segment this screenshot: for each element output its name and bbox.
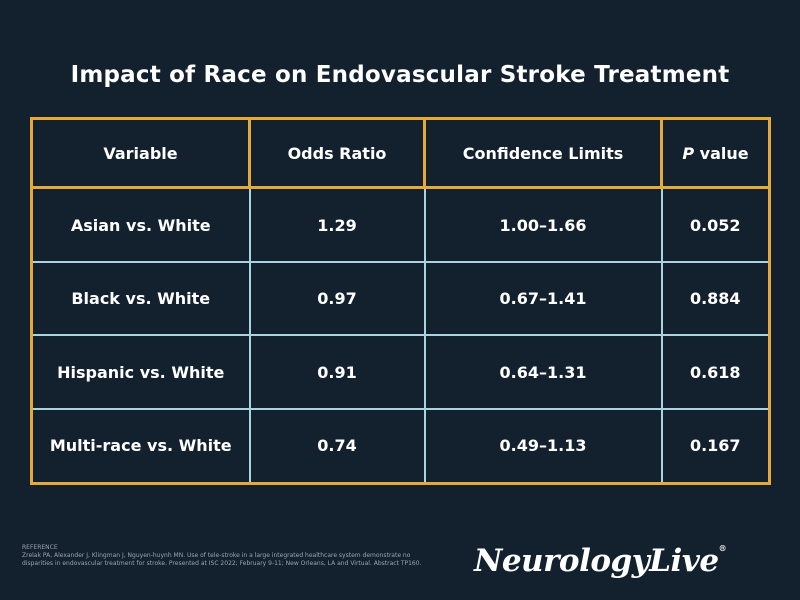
cell-odds-ratio: 0.91 [248,335,426,410]
cell-p-value: 0.618 [660,335,771,410]
logo-text: NeurologyLive [474,543,719,579]
table-header-row: Variable Odds Ratio Confidence Limits P … [30,117,771,189]
cell-confidence-limits: 1.00–1.66 [423,187,663,264]
reference-note: REFERENCE Zrelak PA, Alexander J, Klingm… [22,544,442,568]
cell-confidence-limits: 0.64–1.31 [423,335,663,410]
cell-p-value: 0.052 [660,187,771,264]
cell-p-value: 0.167 [660,408,771,485]
results-table: Variable Odds Ratio Confidence Limits P … [30,117,771,485]
cell-p-value: 0.884 [660,262,771,337]
cell-odds-ratio: 0.74 [248,408,426,485]
table-row: Hispanic vs. White 0.91 0.64–1.31 0.618 [30,335,771,410]
cell-variable: Multi-race vs. White [30,408,251,485]
page-title: Impact of Race on Endovascular Stroke Tr… [70,62,730,88]
cell-confidence-limits: 0.49–1.13 [423,408,663,485]
cell-variable: Asian vs. White [30,187,251,264]
header-confidence-limits: Confidence Limits [423,117,663,189]
brand-logo: NeurologyLive® [474,543,727,579]
p-symbol: P [682,143,695,163]
table-row: Multi-race vs. White 0.74 0.49–1.13 0.16… [30,408,771,485]
registered-mark: ® [718,543,727,553]
cell-variable: Black vs. White [30,262,251,337]
cell-odds-ratio: 1.29 [248,187,426,264]
cell-confidence-limits: 0.67–1.41 [423,262,663,337]
table-row: Asian vs. White 1.29 1.00–1.66 0.052 [30,187,771,264]
reference-text: Zrelak PA, Alexander J, Klingman J, Nguy… [22,552,422,567]
table-row: Black vs. White 0.97 0.67–1.41 0.884 [30,262,771,337]
reference-heading: REFERENCE [22,544,58,551]
header-variable: Variable [30,117,251,189]
cell-variable: Hispanic vs. White [30,335,251,410]
p-value-label: value [699,143,749,163]
header-odds-ratio: Odds Ratio [248,117,426,189]
cell-odds-ratio: 0.97 [248,262,426,337]
header-p-value: P value [660,117,771,189]
